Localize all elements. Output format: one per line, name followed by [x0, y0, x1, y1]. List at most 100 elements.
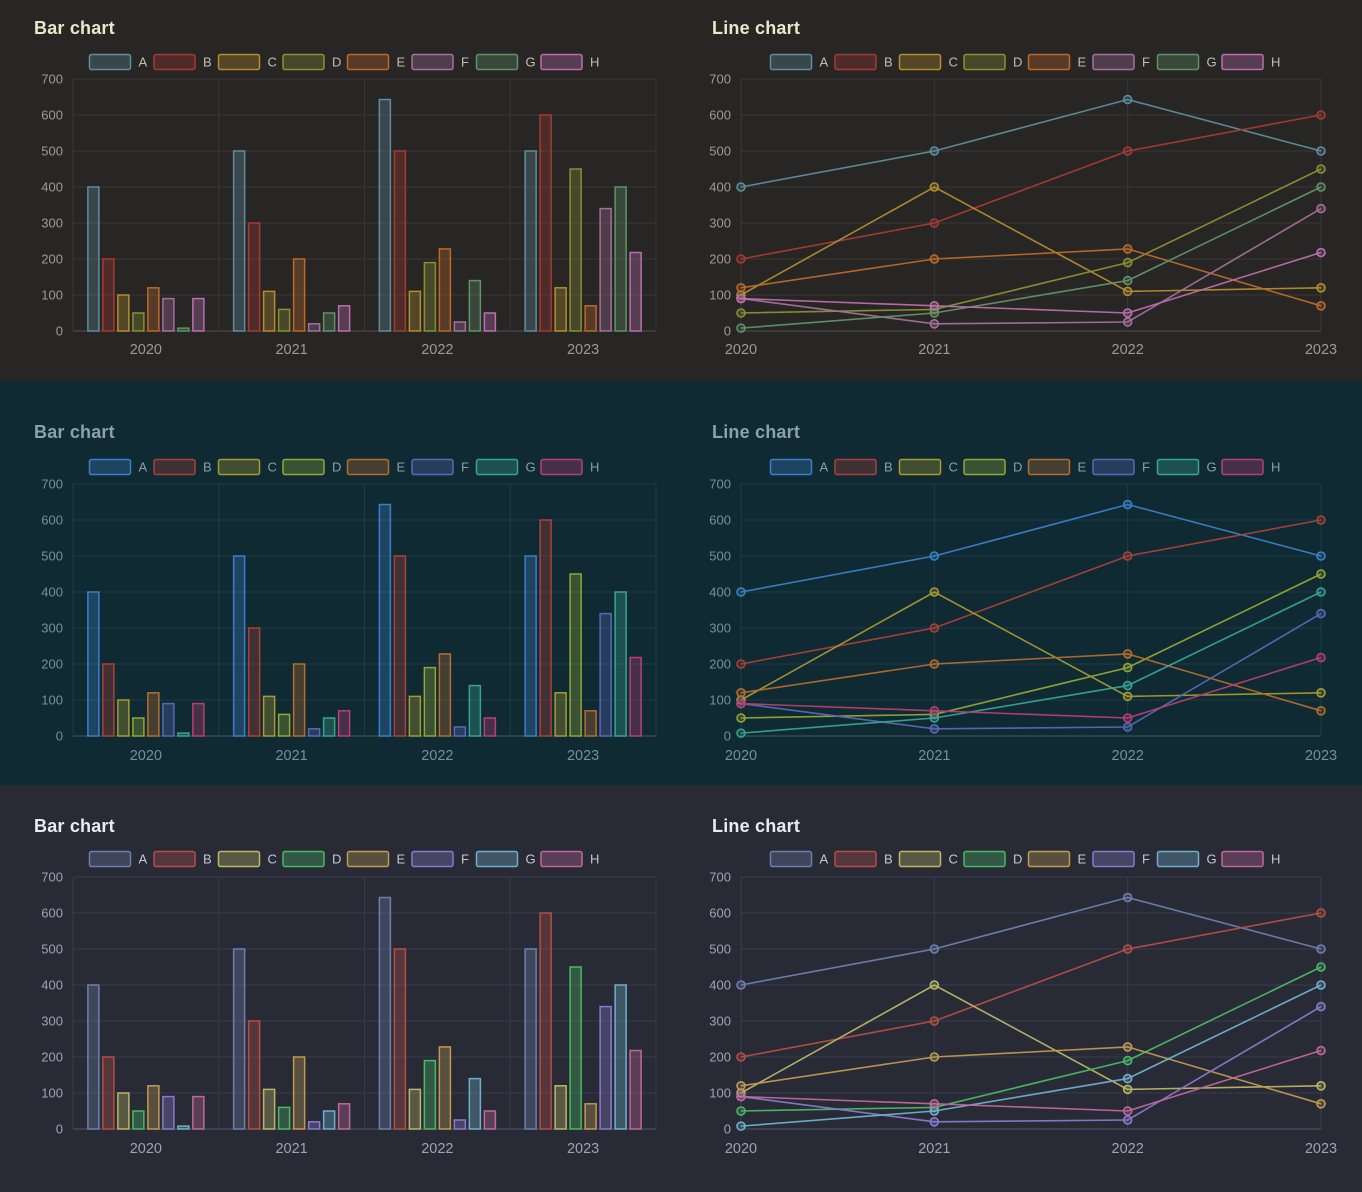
legend-item-E[interactable]: E — [346, 850, 406, 868]
point-H-2022[interactable] — [1122, 308, 1133, 318]
point-D-2022[interactable] — [1122, 257, 1133, 268]
legend-item-B[interactable]: B — [153, 458, 212, 476]
point-C-2022[interactable] — [1122, 1084, 1133, 1095]
legend-item-C[interactable]: C — [898, 458, 958, 476]
point-D-2020[interactable] — [736, 1106, 746, 1116]
line-series-G[interactable] — [740, 984, 1322, 1127]
point-G-2022[interactable] — [1122, 1073, 1133, 1084]
bar-A-2020[interactable] — [87, 591, 100, 737]
point-E-2023[interactable] — [1316, 1098, 1326, 1109]
legend-item-G[interactable]: G — [475, 850, 536, 868]
bar-B-2023[interactable] — [539, 114, 552, 332]
legend-item-G[interactable]: G — [1156, 458, 1217, 476]
point-B-2022[interactable] — [1122, 146, 1133, 156]
point-E-2022[interactable] — [1122, 649, 1133, 659]
bar-D-2023[interactable] — [569, 966, 582, 1130]
point-B-2020[interactable] — [736, 1052, 746, 1062]
bar-F-2020[interactable] — [162, 297, 175, 332]
bar-A-2022[interactable] — [378, 896, 392, 1130]
bar-C-2023[interactable] — [554, 692, 567, 737]
bar-A-2020[interactable] — [87, 984, 100, 1130]
point-B-2022[interactable] — [1122, 944, 1133, 954]
bar-D-2020[interactable] — [132, 717, 145, 737]
bar-C-2022[interactable] — [408, 290, 422, 332]
point-E-2021[interactable] — [929, 254, 940, 264]
bar-G-2020[interactable] — [177, 732, 190, 737]
legend-item-D[interactable]: D — [282, 850, 341, 868]
legend-item-H[interactable]: H — [540, 850, 599, 868]
legend-item-D[interactable]: D — [963, 850, 1022, 868]
legend-item-F[interactable]: F — [411, 850, 469, 868]
point-A-2021[interactable] — [929, 551, 940, 561]
point-H-2023[interactable] — [1316, 1045, 1326, 1056]
point-H-2021[interactable] — [929, 1098, 940, 1109]
bar-B-2021[interactable] — [247, 1020, 261, 1130]
bar-E-2021[interactable] — [292, 663, 306, 737]
legend-item-G[interactable]: G — [1156, 850, 1217, 868]
bar-F-2022[interactable] — [453, 321, 467, 332]
legend-item-D[interactable]: D — [963, 458, 1022, 476]
legend-item-D[interactable]: D — [282, 53, 341, 71]
line-series-D[interactable] — [740, 966, 1322, 1112]
point-H-2022[interactable] — [1122, 1106, 1133, 1116]
bar-G-2021[interactable] — [322, 1110, 336, 1130]
bar-H-2023[interactable] — [629, 1049, 642, 1130]
legend-item-A[interactable]: A — [88, 850, 148, 868]
bar-F-2021[interactable] — [307, 323, 321, 332]
bar-H-2020[interactable] — [192, 702, 205, 737]
point-B-2023[interactable] — [1316, 515, 1326, 525]
bar-B-2020[interactable] — [102, 1056, 115, 1130]
legend-item-E[interactable]: E — [1027, 53, 1087, 71]
legend-item-H[interactable]: H — [1221, 850, 1280, 868]
bar-C-2022[interactable] — [408, 695, 422, 737]
bar-F-2020[interactable] — [162, 702, 175, 737]
bar-A-2020[interactable] — [87, 186, 100, 332]
point-C-2023[interactable] — [1316, 1080, 1326, 1091]
point-F-2023[interactable] — [1316, 203, 1326, 214]
bar-A-2021[interactable] — [232, 948, 246, 1130]
point-C-2021[interactable] — [929, 980, 940, 990]
bar-C-2020[interactable] — [117, 1092, 130, 1130]
point-D-2023[interactable] — [1316, 164, 1326, 174]
bar-F-2021[interactable] — [307, 728, 321, 737]
legend-item-B[interactable]: B — [834, 850, 893, 868]
point-D-2023[interactable] — [1316, 569, 1326, 579]
bar-E-2023[interactable] — [584, 710, 597, 737]
point-C-2022[interactable] — [1122, 286, 1133, 297]
legend-item-E[interactable]: E — [346, 53, 406, 71]
legend-item-D[interactable]: D — [963, 53, 1022, 71]
legend-item-E[interactable]: E — [1027, 458, 1087, 476]
point-B-2020[interactable] — [736, 254, 746, 264]
point-G-2020[interactable] — [736, 1121, 746, 1131]
bar-C-2021[interactable] — [262, 695, 276, 737]
legend-item-H[interactable]: H — [540, 458, 599, 476]
point-A-2021[interactable] — [929, 146, 940, 156]
point-E-2020[interactable] — [736, 1080, 746, 1091]
legend-item-G[interactable]: G — [475, 458, 536, 476]
bar-F-2022[interactable] — [453, 1119, 467, 1130]
point-G-2022[interactable] — [1122, 680, 1133, 691]
legend-item-E[interactable]: E — [1027, 850, 1087, 868]
legend-item-G[interactable]: G — [1156, 53, 1217, 71]
bar-F-2023[interactable] — [599, 612, 612, 737]
bar-E-2023[interactable] — [584, 305, 597, 332]
legend-item-B[interactable]: B — [834, 458, 893, 476]
legend-item-F[interactable]: F — [411, 53, 469, 71]
bar-D-2020[interactable] — [132, 312, 145, 332]
point-H-2020[interactable] — [736, 1091, 746, 1102]
point-G-2020[interactable] — [736, 323, 746, 333]
bar-F-2023[interactable] — [599, 207, 612, 332]
bar-D-2022[interactable] — [423, 261, 437, 332]
bar-C-2021[interactable] — [262, 290, 276, 332]
point-A-2022[interactable] — [1122, 499, 1133, 510]
bar-E-2020[interactable] — [147, 1085, 160, 1130]
point-F-2021[interactable] — [929, 723, 940, 734]
point-G-2023[interactable] — [1316, 980, 1326, 990]
legend-item-F[interactable]: F — [411, 458, 469, 476]
point-E-2020[interactable] — [736, 687, 746, 698]
bar-F-2021[interactable] — [307, 1121, 321, 1130]
line-series-A[interactable] — [740, 896, 1322, 986]
point-A-2020[interactable] — [736, 587, 746, 597]
point-B-2020[interactable] — [736, 659, 746, 669]
bar-H-2023[interactable] — [629, 251, 642, 332]
